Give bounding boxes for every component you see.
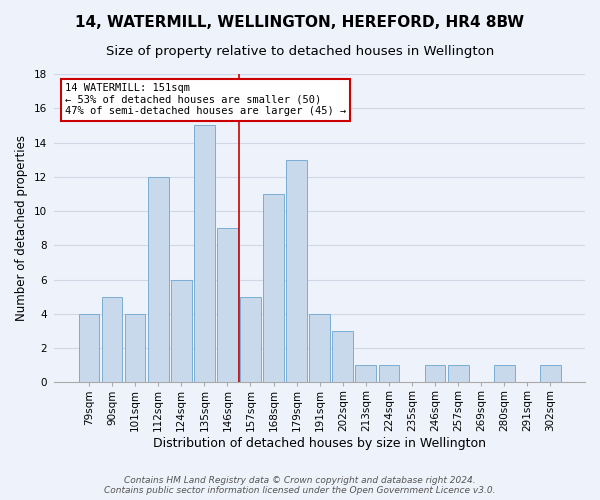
Bar [148, 177, 169, 382]
Bar [310, 314, 330, 382]
Bar [79, 314, 100, 382]
Bar [286, 160, 307, 382]
X-axis label: Distribution of detached houses by size in Wellington: Distribution of detached houses by size … [153, 437, 486, 450]
Bar [263, 194, 284, 382]
Bar [125, 314, 145, 382]
Bar [101, 296, 122, 382]
Bar [355, 365, 376, 382]
Bar [240, 296, 261, 382]
Y-axis label: Number of detached properties: Number of detached properties [15, 135, 28, 321]
Bar [379, 365, 400, 382]
Bar [540, 365, 561, 382]
Bar [217, 228, 238, 382]
Bar [194, 126, 215, 382]
Bar [494, 365, 515, 382]
Text: 14 WATERMILL: 151sqm
← 53% of detached houses are smaller (50)
47% of semi-detac: 14 WATERMILL: 151sqm ← 53% of detached h… [65, 84, 346, 116]
Bar [171, 280, 191, 382]
Text: Contains HM Land Registry data © Crown copyright and database right 2024.
Contai: Contains HM Land Registry data © Crown c… [104, 476, 496, 495]
Bar [332, 331, 353, 382]
Text: 14, WATERMILL, WELLINGTON, HEREFORD, HR4 8BW: 14, WATERMILL, WELLINGTON, HEREFORD, HR4… [76, 15, 524, 30]
Bar [425, 365, 445, 382]
Bar [448, 365, 469, 382]
Text: Size of property relative to detached houses in Wellington: Size of property relative to detached ho… [106, 45, 494, 58]
